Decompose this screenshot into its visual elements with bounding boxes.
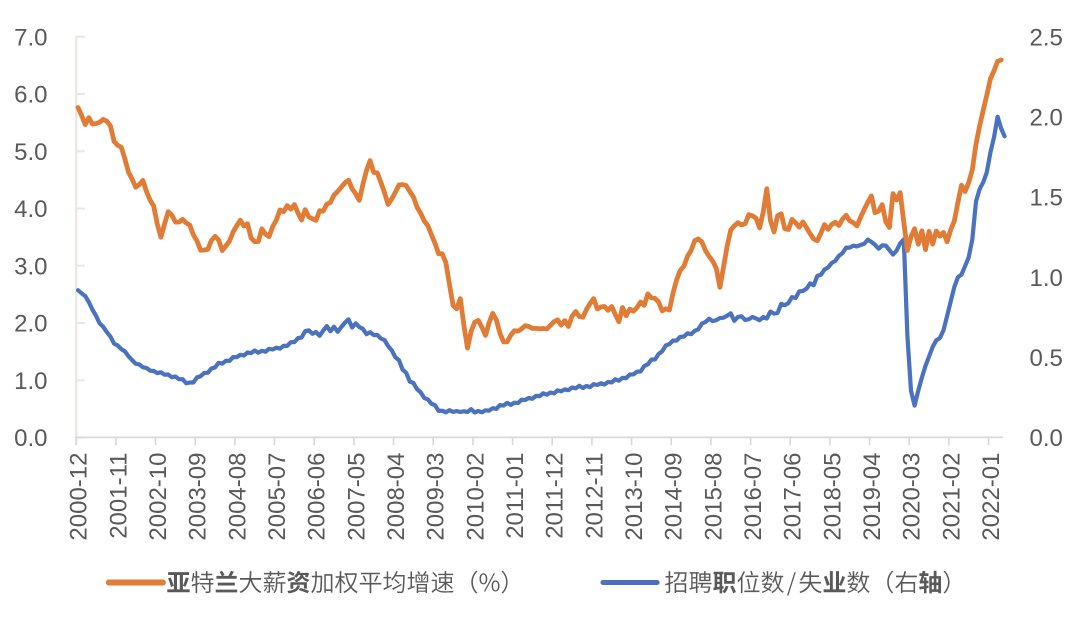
svg-text:2016-07: 2016-07: [740, 453, 767, 541]
svg-text:1.0: 1.0: [1030, 265, 1063, 292]
svg-text:2.0: 2.0: [14, 311, 47, 338]
svg-text:2013-10: 2013-10: [621, 453, 648, 541]
svg-text:3.0: 3.0: [14, 253, 47, 280]
svg-text:2002-10: 2002-10: [145, 453, 172, 541]
svg-text:2005-07: 2005-07: [264, 453, 291, 541]
svg-text:2021-02: 2021-02: [938, 453, 965, 541]
svg-text:2019-04: 2019-04: [859, 453, 886, 541]
svg-text:2008-04: 2008-04: [383, 453, 410, 541]
svg-text:2011-12: 2011-12: [542, 453, 569, 539]
svg-text:5.0: 5.0: [14, 139, 47, 166]
svg-text:0.0: 0.0: [14, 425, 47, 452]
svg-text:2014-09: 2014-09: [661, 453, 688, 541]
svg-text:2009-03: 2009-03: [423, 453, 450, 541]
svg-text:2003-09: 2003-09: [185, 453, 212, 541]
svg-text:2020-03: 2020-03: [899, 453, 926, 541]
svg-text:2004-08: 2004-08: [224, 453, 251, 541]
svg-text:2001-11: 2001-11: [105, 453, 132, 539]
svg-text:2.5: 2.5: [1030, 24, 1063, 51]
svg-text:2018-05: 2018-05: [819, 453, 846, 541]
svg-text:6.0: 6.0: [14, 82, 47, 109]
svg-text:2011-01: 2011-01: [502, 453, 529, 539]
svg-text:2010-02: 2010-02: [462, 453, 489, 541]
svg-text:2017-06: 2017-06: [780, 453, 807, 541]
svg-text:1.5: 1.5: [1030, 185, 1063, 212]
svg-text:7.0: 7.0: [14, 24, 47, 51]
svg-text:2012-11: 2012-11: [581, 453, 608, 539]
svg-text:1.0: 1.0: [14, 368, 47, 395]
svg-text:0.5: 0.5: [1030, 345, 1063, 372]
svg-text:2.0: 2.0: [1030, 105, 1063, 132]
svg-text:2022-01: 2022-01: [978, 453, 1005, 541]
svg-text:2007-05: 2007-05: [343, 453, 370, 541]
svg-text:2000-12: 2000-12: [66, 453, 93, 541]
svg-text:2006-06: 2006-06: [304, 453, 331, 541]
svg-text:2015-08: 2015-08: [700, 453, 727, 541]
svg-text:4.0: 4.0: [14, 196, 47, 223]
svg-text:0.0: 0.0: [1030, 425, 1063, 452]
